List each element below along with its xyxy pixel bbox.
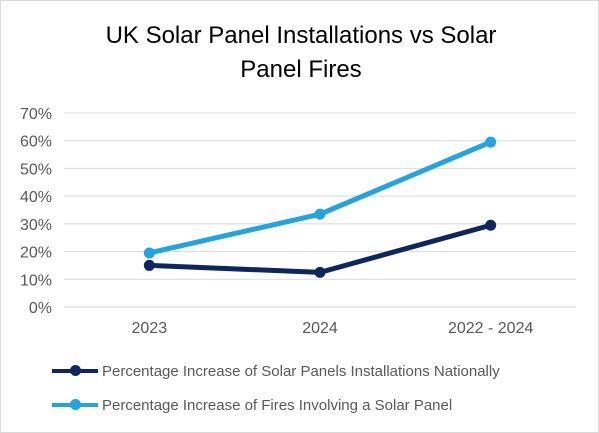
y-tick-label: 0%	[29, 300, 52, 317]
legend-swatch	[52, 365, 98, 377]
legend-label: Percentage Increase of Solar Panels Inst…	[102, 362, 500, 380]
legend-label: Percentage Increase of Fires Involving a…	[102, 396, 453, 414]
legend-item: Percentage Increase of Solar Panels Inst…	[52, 359, 500, 383]
series-2	[143, 136, 497, 259]
data-point	[314, 266, 326, 278]
y-tick-label: 60%	[20, 134, 52, 151]
y-tick-label: 10%	[20, 272, 52, 289]
data-point	[314, 208, 326, 220]
x-axis-tick-labels: 2023 2024 2022 - 2024	[132, 320, 534, 337]
series-1	[143, 219, 497, 278]
x-tick-label: 2024	[302, 320, 338, 337]
data-point	[143, 247, 155, 259]
y-axis-tick-labels: 0% 10% 20% 30% 40% 50% 60% 70%	[20, 106, 52, 317]
y-tick-label: 50%	[20, 161, 52, 178]
x-tick-label: 2022 - 2024	[448, 320, 534, 337]
series-lines	[143, 136, 497, 278]
y-tick-label: 40%	[20, 189, 52, 206]
series-line	[146, 222, 494, 275]
chart-title: UK Solar Panel Installations vs Solar Pa…	[105, 22, 497, 83]
legend: Percentage Increase of Solar Panels Inst…	[52, 359, 500, 427]
legend-item: Percentage Increase of Fires Involving a…	[52, 393, 500, 417]
x-tick-label: 2023	[132, 320, 168, 337]
legend-swatch	[52, 399, 98, 411]
y-tick-label: 30%	[20, 217, 52, 234]
data-point	[485, 136, 497, 148]
y-tick-label: 20%	[20, 245, 52, 262]
data-point	[143, 259, 155, 271]
data-point	[485, 219, 497, 231]
y-tick-label: 70%	[20, 106, 52, 123]
series-line	[146, 139, 494, 256]
